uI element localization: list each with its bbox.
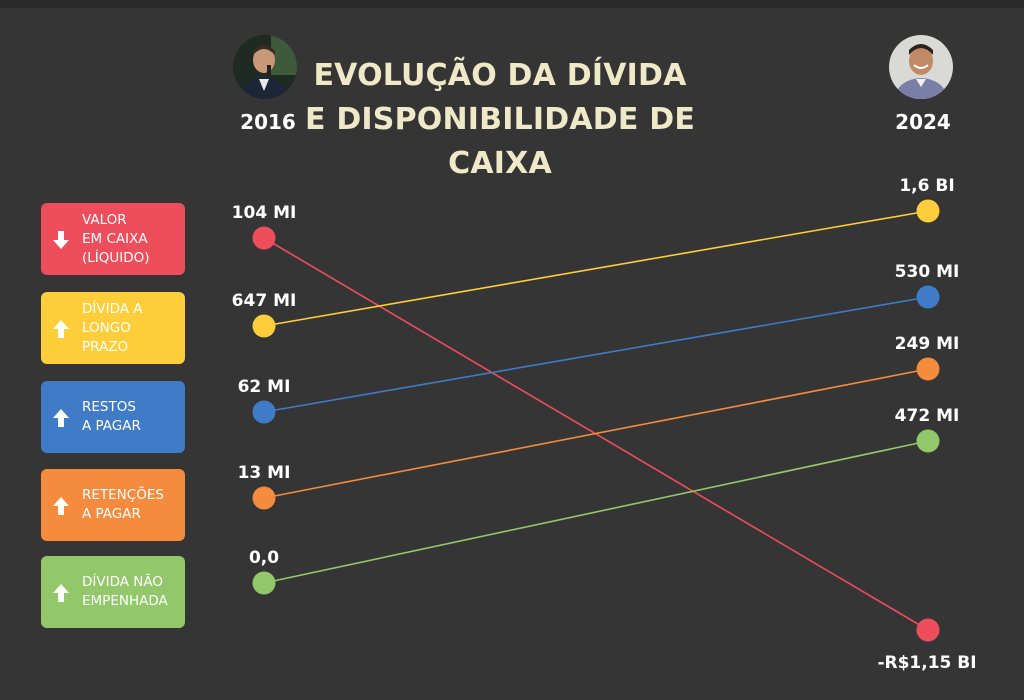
- arrow-up-icon: [53, 320, 69, 338]
- point-valor-em-caixa-end: [916, 618, 940, 642]
- label-retencoes-a-pagar-start: 13 MI: [238, 463, 291, 483]
- point-restos-a-pagar-start: [252, 400, 276, 424]
- title-line-1: EVOLUÇÃO DA DÍVIDA: [313, 58, 687, 93]
- year-2016-label: 2016: [240, 110, 296, 134]
- legend-item-valor-em-caixa: VALOR EM CAIXA (LÍQUIDO): [41, 203, 185, 275]
- label-restos-a-pagar-end: 530 MI: [895, 262, 960, 282]
- point-divida-longo-prazo-start: [252, 314, 276, 338]
- page-title: EVOLUÇÃO DA DÍVIDA E DISPONIBILIDADE DE …: [300, 54, 700, 186]
- legend-item-divida-longo-prazo: DÍVIDA A LONGO PRAZO: [41, 292, 185, 364]
- label-divida-nao-empenhada-end: 472 MI: [895, 406, 960, 426]
- series-line-retencoes-a-pagar: [263, 368, 929, 499]
- point-divida-nao-empenhada-end: [916, 429, 940, 453]
- arrow-up-icon: [53, 409, 69, 427]
- right-portrait: [889, 35, 953, 99]
- label-retencoes-a-pagar-end: 249 MI: [895, 334, 960, 354]
- legend-label-valor-em-caixa: VALOR EM CAIXA (LÍQUIDO): [82, 211, 150, 266]
- legend-item-retencoes-a-pagar: RETENÇÕES A PAGAR: [41, 469, 185, 541]
- arrow-down-icon: [53, 231, 69, 249]
- point-retencoes-a-pagar-start: [252, 486, 276, 510]
- series-line-divida-longo-prazo: [263, 210, 929, 327]
- label-divida-longo-prazo-end: 1,6 BI: [899, 176, 954, 196]
- label-valor-em-caixa-start: 104 MI: [232, 203, 297, 223]
- series-line-divida-nao-empenhada: [263, 440, 929, 584]
- year-2024-label: 2024: [895, 110, 951, 134]
- legend-item-divida-nao-empenhada: DÍVIDA NÃO EMPENHADA: [41, 556, 185, 628]
- arrow-up-icon: [53, 497, 69, 515]
- title-line-2: E DISPONIBILIDADE DE CAIXA: [304, 102, 696, 181]
- series-line-restos-a-pagar: [263, 296, 929, 413]
- legend-label-restos-a-pagar: RESTOS A PAGAR: [82, 399, 141, 434]
- legend-label-divida-nao-empenhada: DÍVIDA NÃO EMPENHADA: [82, 574, 168, 609]
- label-restos-a-pagar-start: 62 MI: [238, 377, 291, 397]
- point-valor-em-caixa-start: [252, 226, 276, 250]
- legend-label-divida-longo-prazo: DÍVIDA A LONGO PRAZO: [82, 300, 143, 355]
- label-divida-longo-prazo-start: 647 MI: [232, 291, 297, 311]
- point-retencoes-a-pagar-end: [916, 357, 940, 381]
- point-divida-nao-empenhada-start: [252, 571, 276, 595]
- point-restos-a-pagar-end: [916, 285, 940, 309]
- label-valor-em-caixa-end: -R$1,15 BI: [877, 653, 976, 673]
- arrow-up-icon: [53, 584, 69, 602]
- point-divida-longo-prazo-end: [916, 199, 940, 223]
- legend-label-retencoes-a-pagar: RETENÇÕES A PAGAR: [82, 487, 164, 522]
- top-strip: [0, 0, 1024, 8]
- legend-item-restos-a-pagar: RESTOS A PAGAR: [41, 381, 185, 453]
- label-divida-nao-empenhada-start: 0,0: [249, 548, 279, 568]
